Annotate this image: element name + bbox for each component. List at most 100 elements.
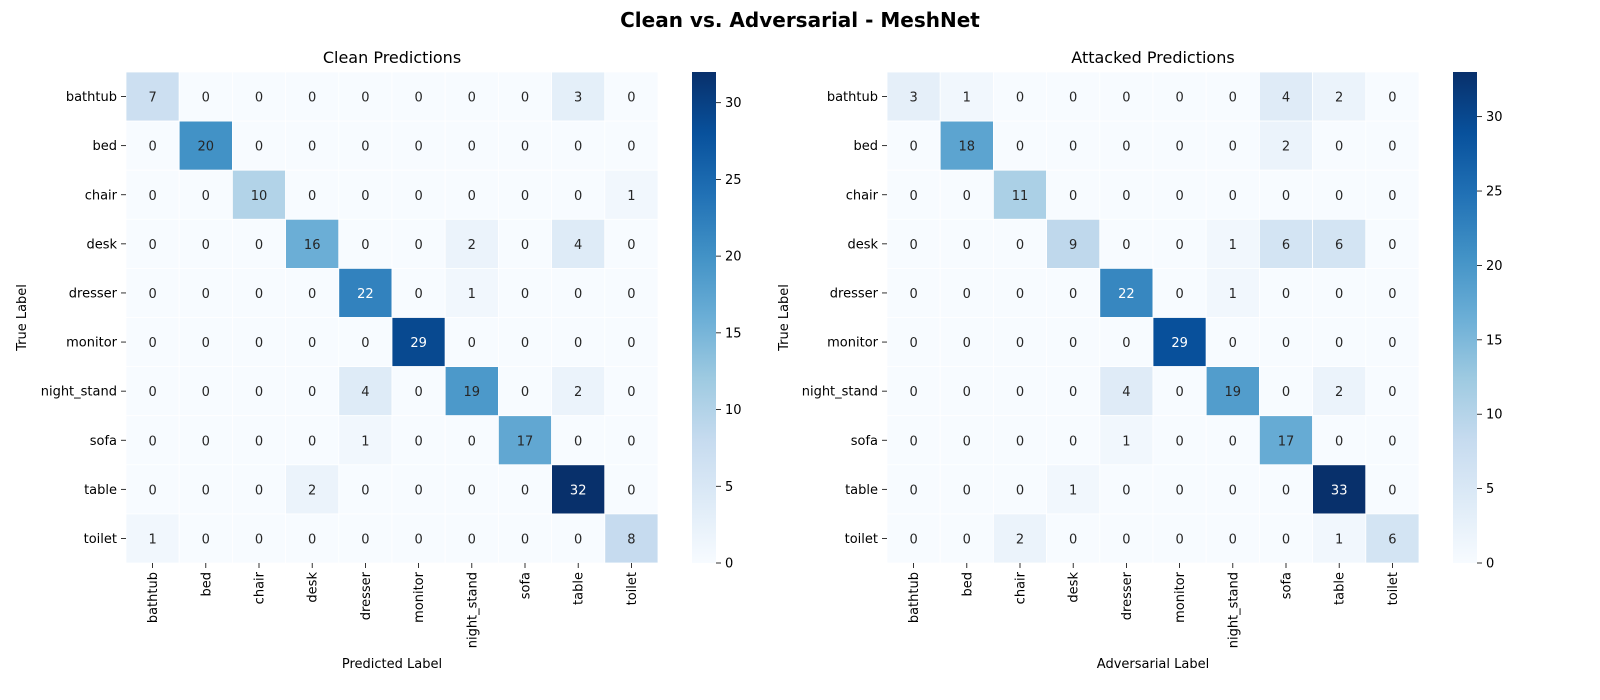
attacked-cell-2-9 [1365,169,1420,220]
attacked-cell-8-2 [993,464,1048,515]
clean-y-tick-label-4: dresser [69,286,118,301]
attacked-cell-label-7-1: 0 [963,434,971,449]
clean-cell-6-6 [444,366,499,417]
clean-y-tick-label-6: night_stand [41,385,117,400]
clean-cell-7-2 [231,415,286,466]
attacked-cell-label-1-2: 0 [1016,140,1024,155]
clean-cell-2-5 [391,169,446,220]
clean-cell-1-7 [497,120,552,171]
attacked-cell-3-9 [1365,218,1420,269]
attacked-cell-6-5 [1152,366,1207,417]
clean-cell-label-6-0: 0 [148,385,156,400]
attacked-y-tick-label-2: chair [846,188,879,203]
attacked-cell-6-9 [1365,366,1420,417]
attacked-cell-label-0-8: 2 [1335,91,1343,106]
attacked-cell-0-3 [1046,71,1101,122]
clean-cell-label-2-4: 0 [361,189,369,204]
clean-cell-9-5 [391,513,446,564]
clean-cell-label-3-8: 4 [574,238,582,253]
clean-cell-label-1-7: 0 [521,140,529,155]
attacked-colorbar [1453,72,1477,563]
attacked-cell-1-9 [1365,120,1420,171]
clean-cell-label-4-7: 0 [521,287,529,302]
clean-cell-2-9 [604,169,659,220]
attacked-cell-label-3-7: 6 [1282,238,1290,253]
clean-cell-label-4-4: 22 [357,287,374,302]
clean-cell-4-7 [497,267,552,318]
attacked-cell-label-2-8: 0 [1335,189,1343,204]
attacked-cell-label-0-2: 0 [1016,91,1024,106]
attacked-cell-1-4 [1099,120,1154,171]
clean-cell-label-1-5: 0 [414,140,422,155]
clean-x-tick-label-4: dresser [359,571,374,620]
clean-cell-2-1 [178,169,233,220]
clean-cell-1-8 [551,120,606,171]
attacked-cell-label-3-9: 0 [1388,238,1396,253]
attacked-cell-label-1-7: 2 [1282,140,1290,155]
attacked-cell-label-1-9: 0 [1388,140,1396,155]
attacked-cell-label-5-8: 0 [1335,336,1343,351]
clean-cell-label-2-7: 0 [521,189,529,204]
attacked-cell-7-6 [1205,415,1260,466]
clean-cell-label-3-3: 16 [304,238,321,253]
clean-cell-9-2 [231,513,286,564]
attacked-cell-label-7-6: 0 [1229,434,1237,449]
clean-cell-5-4 [338,317,393,367]
clean-x-tick-label-7: sofa [519,572,534,599]
clean-cell-label-9-5: 0 [414,532,422,547]
clean-cell-1-2 [231,120,286,171]
clean-cell-0-7 [497,71,552,122]
clean-cell-label-0-2: 0 [255,91,263,106]
clean-cell-label-5-8: 0 [574,336,582,351]
attacked-cell-4-5 [1152,267,1207,318]
attacked-cell-label-4-0: 0 [909,287,917,302]
attacked-cell-label-7-2: 0 [1016,434,1024,449]
attacked-cell-label-6-4: 4 [1122,385,1130,400]
attacked-cell-label-5-7: 0 [1282,336,1290,351]
attacked-cell-label-9-7: 0 [1282,532,1290,547]
attacked-cell-9-9 [1365,513,1420,564]
attacked-cell-2-0 [886,169,941,220]
clean-cell-7-8 [551,415,606,466]
attacked-cell-label-3-6: 1 [1229,238,1237,253]
attacked-cell-label-6-0: 0 [909,385,917,400]
attacked-cell-4-9 [1365,267,1420,318]
clean-cell-label-9-2: 0 [255,532,263,547]
clean-cell-label-2-3: 0 [308,189,316,204]
attacked-x-tick-label-8: table [1333,572,1348,605]
attacked-cell-label-3-3: 9 [1069,238,1077,253]
attacked-cell-label-2-9: 0 [1388,189,1396,204]
clean-cell-label-8-8: 32 [570,483,587,498]
attacked-cell-label-0-1: 1 [963,91,971,106]
attacked-cell-label-2-3: 0 [1069,189,1077,204]
attacked-cell-label-9-2: 2 [1016,532,1024,547]
clean-cell-label-2-0: 0 [148,189,156,204]
attacked-cell-0-5 [1152,71,1207,122]
clean-y-axis-label: True Label [15,284,30,352]
attacked-cell-label-5-3: 0 [1069,336,1077,351]
attacked-x-tick-label-7: sofa [1280,572,1295,599]
clean-cell-0-0 [125,71,180,122]
attacked-cell-label-8-4: 0 [1122,483,1130,498]
clean-y-tick-label-0: bathtub [66,90,117,105]
clean-y-tick-label-3: desk [86,237,117,252]
clean-cell-label-1-3: 0 [308,140,316,155]
clean-x-tick-label-1: bed [199,572,214,597]
attacked-cell-label-6-7: 0 [1282,385,1290,400]
attacked-cell-7-9 [1365,415,1420,466]
clean-cell-label-2-5: 0 [414,189,422,204]
clean-cell-label-9-0: 1 [148,532,156,547]
clean-cell-label-1-0: 0 [148,140,156,155]
attacked-cell-8-3 [1046,464,1101,515]
clean-cell-4-5 [391,267,446,318]
attacked-y-axis-label: True Label [777,284,792,352]
clean-cell-label-4-1: 0 [202,287,210,302]
clean-cell-0-1 [178,71,233,122]
attacked-cell-label-1-5: 0 [1175,140,1183,155]
clean-cell-6-4 [338,366,393,417]
clean-cell-label-2-9: 1 [627,189,635,204]
clean-cell-label-8-3: 2 [308,483,316,498]
clean-y-tick-label-1: bed [92,139,117,154]
attacked-cell-7-3 [1046,415,1101,466]
attacked-cell-label-3-1: 0 [963,238,971,253]
